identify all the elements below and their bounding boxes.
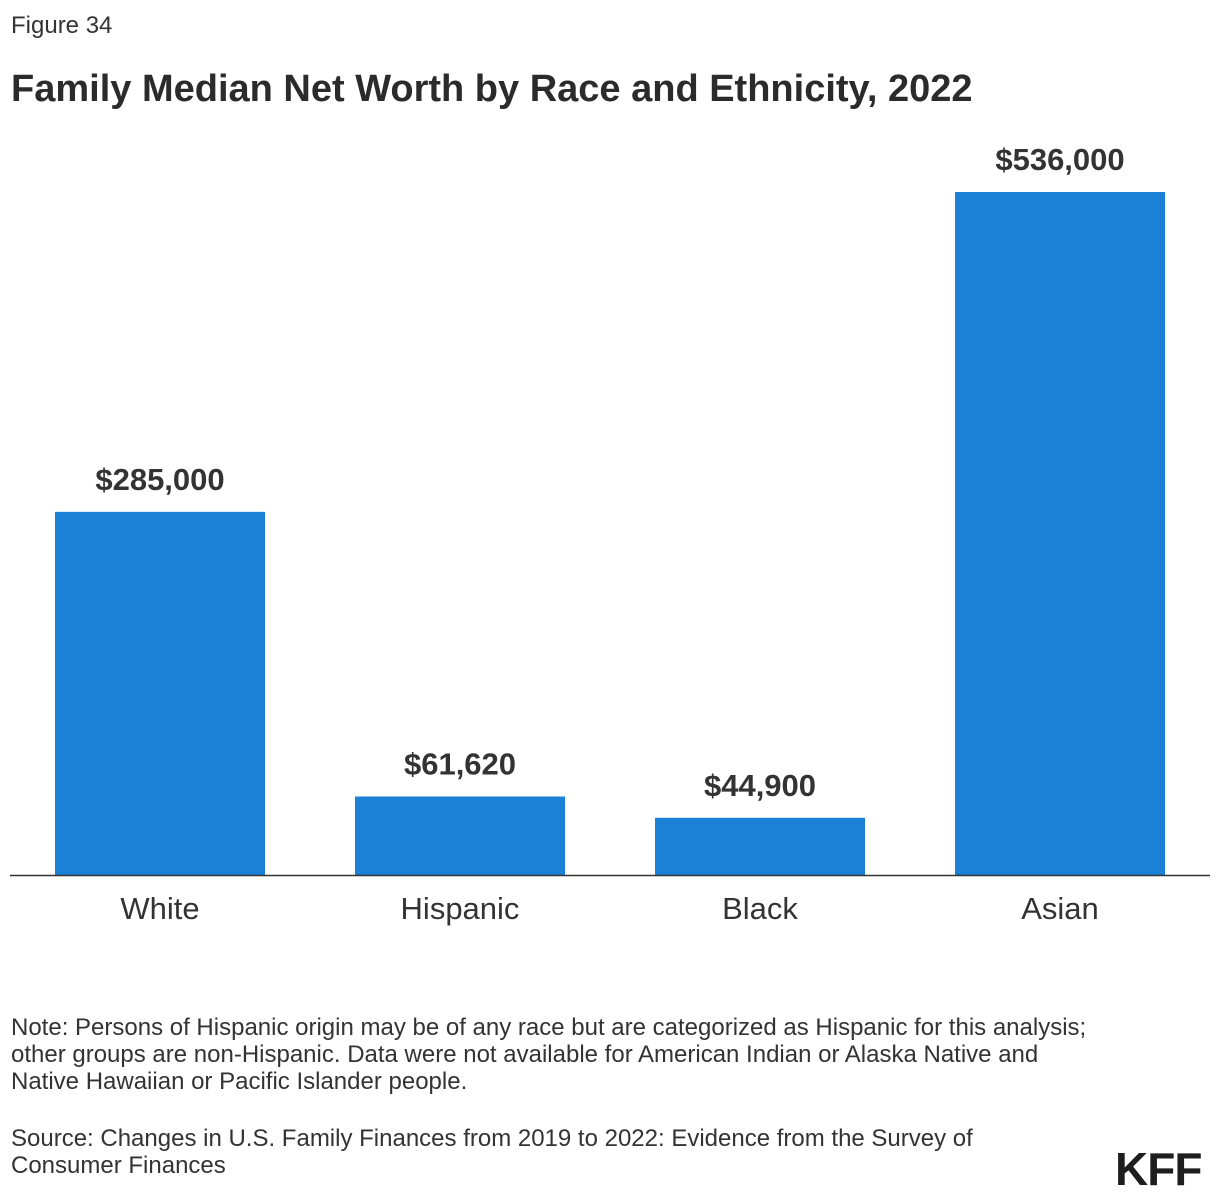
kff-logo: KFF xyxy=(1115,1143,1202,1195)
data-label: $536,000 xyxy=(995,142,1124,177)
bar-chart: $285,000 White $61,620 Hispanic $44,900 Black… xyxy=(10,142,1210,926)
data-label: $61,620 xyxy=(404,746,516,781)
bar-asian xyxy=(955,192,1165,875)
x-tick-label: White xyxy=(120,891,199,926)
chart-note: Note: Persons of Hispanic origin may be … xyxy=(11,1014,1087,1095)
chart-source: Source: Changes in U.S. Family Finances … xyxy=(11,1125,973,1179)
x-tick-label: Hispanic xyxy=(401,891,520,926)
data-label: $44,900 xyxy=(704,768,816,803)
bar-white xyxy=(55,511,265,875)
bar-hispanic xyxy=(355,796,565,875)
bar-black xyxy=(655,817,865,875)
x-tick-label: Black xyxy=(722,891,798,926)
data-label: $285,000 xyxy=(95,462,224,497)
x-tick-label: Asian xyxy=(1021,891,1099,926)
figure-label: Figure 34 xyxy=(11,12,113,39)
chart-title: Family Median Net Worth by Race and Ethn… xyxy=(11,68,973,110)
